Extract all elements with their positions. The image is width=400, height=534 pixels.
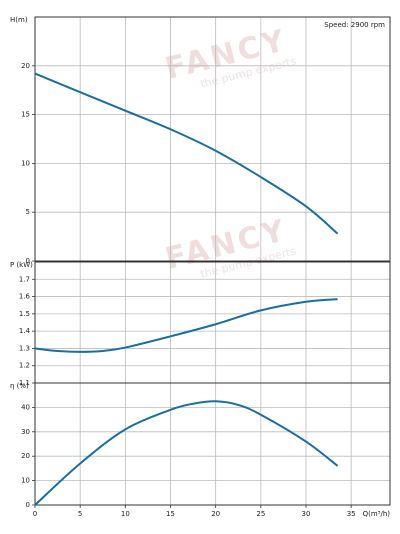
x-tick-label: 15 bbox=[166, 510, 175, 518]
y-tick-label: 1.2 bbox=[19, 362, 30, 370]
panel-frame bbox=[34, 16, 391, 262]
x-tick-label: 25 bbox=[256, 510, 265, 518]
watermark: FANCY the pump experts bbox=[162, 23, 298, 91]
x-tick-label: 10 bbox=[121, 510, 130, 518]
y-tick-label: 40 bbox=[21, 403, 30, 411]
y-tick-label: 10 bbox=[21, 159, 30, 167]
y-tick-label: 1.6 bbox=[19, 293, 31, 301]
y-tick-label: 1.4 bbox=[19, 327, 31, 335]
annotation: Speed: 2900 rpm bbox=[324, 21, 385, 29]
x-axis-label: Q(m³/h) bbox=[363, 510, 391, 518]
y-tick-label: 1.1 bbox=[19, 379, 30, 387]
y-tick-label: 20 bbox=[21, 452, 30, 460]
y-tick-label: 0 bbox=[26, 501, 30, 509]
x-tick-label: 35 bbox=[347, 510, 356, 518]
y-tick-label: 1.7 bbox=[19, 275, 30, 283]
y-tick-label: 5 bbox=[26, 208, 30, 216]
curve bbox=[34, 72, 339, 235]
curve bbox=[34, 298, 338, 353]
y-tick-label: 1.5 bbox=[19, 310, 30, 318]
y-tick-label: 30 bbox=[21, 428, 30, 436]
x-tick-label: 30 bbox=[302, 510, 311, 518]
x-tick-label: 5 bbox=[78, 510, 82, 518]
curve bbox=[34, 400, 339, 506]
y-axis-label: η (%) bbox=[10, 382, 29, 390]
watermark: FANCY the pump experts bbox=[162, 213, 298, 281]
y-tick-label: 10 bbox=[21, 477, 30, 485]
panel-frame bbox=[34, 261, 391, 384]
panel-frame bbox=[34, 382, 391, 506]
y-axis-label: H(m) bbox=[10, 16, 28, 24]
x-tick-label: 20 bbox=[211, 510, 220, 518]
y-tick-label: 1.3 bbox=[19, 344, 30, 352]
y-tick-label: 20 bbox=[21, 62, 30, 70]
y-tick-label: 0 bbox=[26, 257, 30, 265]
x-tick-label: 0 bbox=[33, 510, 37, 518]
y-axis-label: P (kW) bbox=[10, 261, 33, 269]
y-tick-label: 15 bbox=[21, 111, 30, 119]
